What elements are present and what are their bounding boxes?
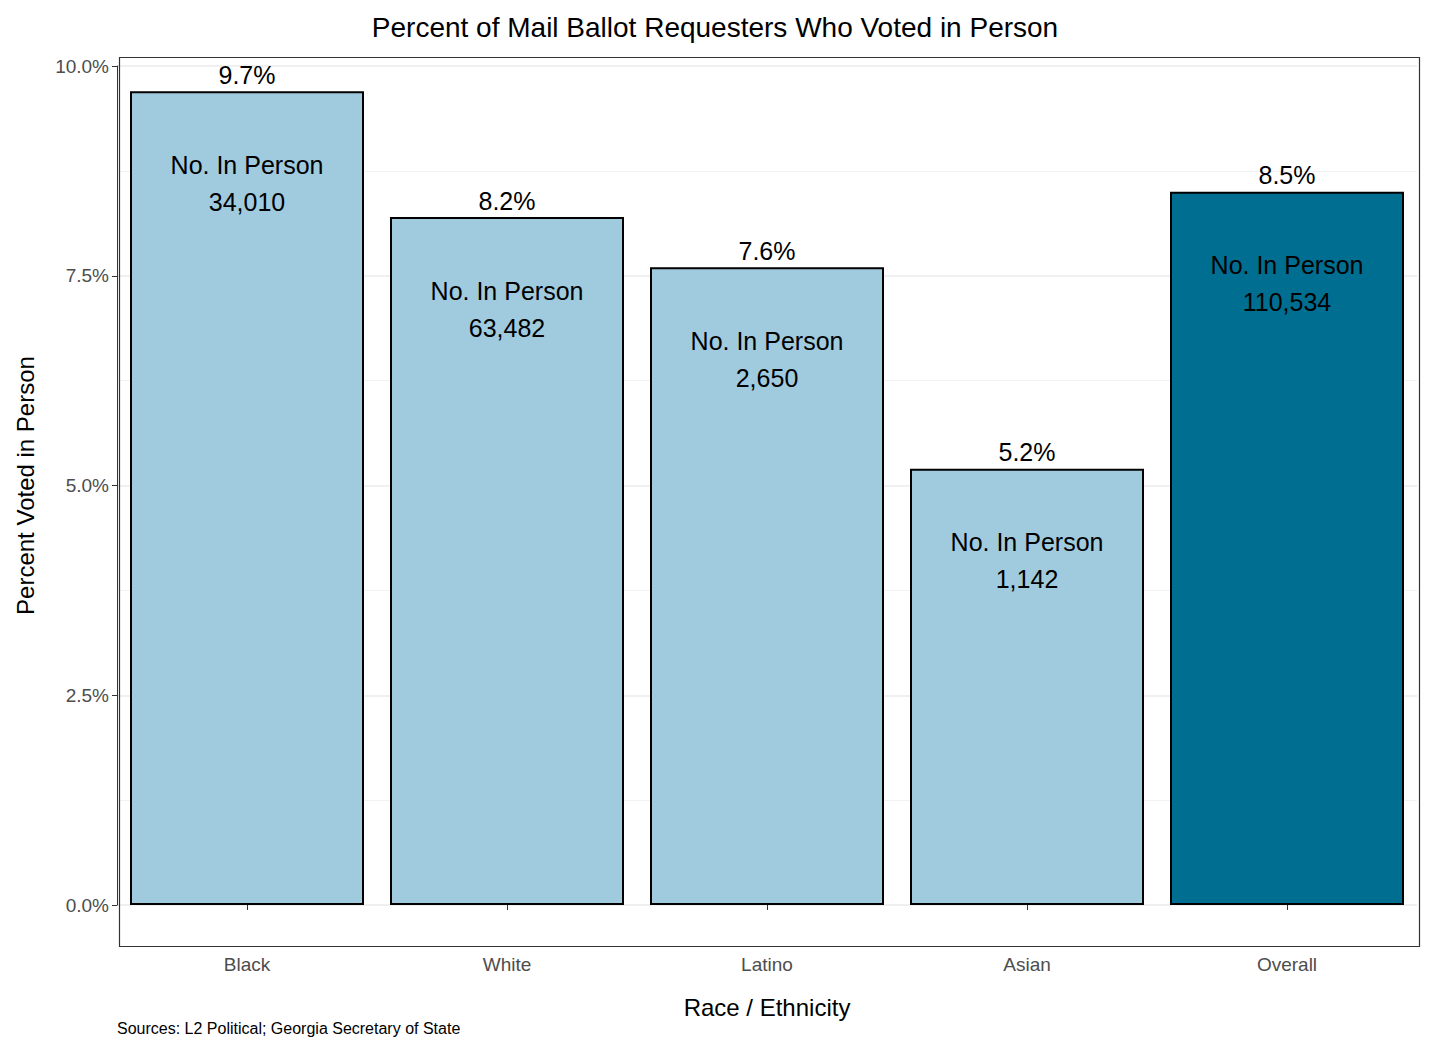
svg-text:63,482: 63,482 bbox=[469, 314, 545, 342]
svg-text:No. In Person: No. In Person bbox=[171, 151, 324, 179]
svg-text:8.2%: 8.2% bbox=[479, 187, 536, 215]
svg-text:No. In Person: No. In Person bbox=[951, 528, 1104, 556]
svg-text:Race / Ethnicity: Race / Ethnicity bbox=[684, 994, 851, 1021]
svg-text:No. In Person: No. In Person bbox=[1211, 251, 1364, 279]
svg-text:White: White bbox=[483, 954, 532, 975]
svg-text:Black: Black bbox=[224, 954, 271, 975]
svg-text:Percent Voted in Person: Percent Voted in Person bbox=[12, 356, 39, 615]
svg-text:Sources: L2 Political; Georgia: Sources: L2 Political; Georgia Secretary… bbox=[117, 1020, 460, 1037]
svg-text:2.5%: 2.5% bbox=[66, 685, 109, 706]
svg-text:10.0%: 10.0% bbox=[55, 56, 109, 77]
svg-text:110,534: 110,534 bbox=[1243, 288, 1332, 316]
svg-text:Latino: Latino bbox=[741, 954, 793, 975]
svg-text:5.2%: 5.2% bbox=[999, 438, 1056, 466]
svg-text:Overall: Overall bbox=[1257, 954, 1317, 975]
svg-text:9.7%: 9.7% bbox=[219, 61, 276, 89]
svg-text:No. In Person: No. In Person bbox=[691, 327, 844, 355]
svg-text:8.5%: 8.5% bbox=[1259, 161, 1316, 189]
svg-text:Asian: Asian bbox=[1003, 954, 1051, 975]
svg-text:1,142: 1,142 bbox=[996, 565, 1059, 593]
svg-text:Percent of Mail Ballot Request: Percent of Mail Ballot Requesters Who Vo… bbox=[372, 12, 1058, 43]
svg-text:7.5%: 7.5% bbox=[66, 265, 109, 286]
svg-text:No. In Person: No. In Person bbox=[431, 277, 584, 305]
svg-text:5.0%: 5.0% bbox=[66, 475, 109, 496]
svg-text:7.6%: 7.6% bbox=[739, 237, 796, 265]
svg-text:2,650: 2,650 bbox=[736, 364, 799, 392]
svg-text:0.0%: 0.0% bbox=[66, 895, 109, 916]
svg-text:34,010: 34,010 bbox=[209, 188, 285, 216]
